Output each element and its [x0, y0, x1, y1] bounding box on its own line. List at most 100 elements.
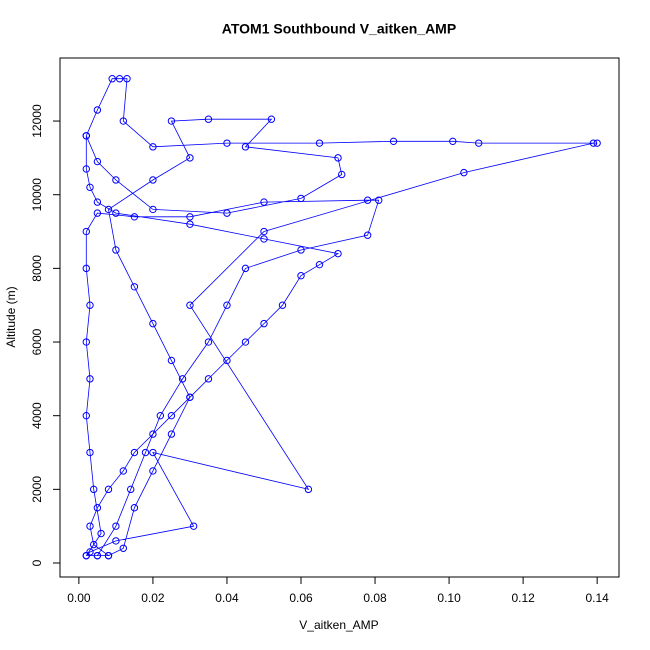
data-point: [260, 235, 268, 243]
data-point: [241, 143, 250, 151]
data-point: [82, 132, 90, 140]
data-point: [334, 249, 342, 258]
data-point: [130, 448, 139, 457]
x-tick-label: 0.10: [437, 591, 461, 605]
data-point: [86, 548, 94, 556]
data-point: [86, 522, 94, 530]
data-point: [89, 540, 98, 549]
data-point: [260, 198, 268, 206]
data-point: [389, 137, 398, 146]
data-point: [278, 301, 287, 309]
data-point: [104, 551, 113, 560]
data-point: [82, 338, 90, 346]
data-point: [167, 411, 176, 420]
x-tick-label: 0.08: [363, 591, 387, 605]
data-point: [130, 504, 139, 512]
data-point: [82, 227, 90, 236]
data-point: [86, 448, 94, 457]
data-point: [363, 196, 372, 204]
data-point: [460, 168, 468, 177]
y-tick-label: 6000: [30, 328, 44, 355]
data-point: [149, 205, 157, 214]
data-point: [123, 74, 131, 83]
data-point: [204, 338, 213, 346]
data-point: [93, 106, 102, 114]
data-point: [186, 301, 194, 309]
data-point: [112, 537, 120, 545]
data-point: [589, 139, 598, 147]
data-point: [89, 485, 98, 494]
data-point: [112, 522, 120, 530]
data-point: [149, 143, 157, 151]
data-point: [86, 301, 94, 309]
data-point: [82, 165, 90, 173]
data-point: [241, 264, 250, 273]
data-point: [297, 194, 305, 203]
data-point: [260, 227, 268, 236]
data-point: [186, 220, 194, 228]
data-point: [223, 139, 231, 147]
data-point: [338, 170, 346, 179]
y-tick-label: 4000: [30, 402, 44, 429]
x-axis-label: V_aitken_AMP: [299, 618, 378, 632]
y-tick-label: 0: [30, 559, 44, 566]
data-point: [241, 338, 250, 346]
data-line: [85, 78, 598, 556]
x-tick-label: 0.00: [67, 591, 91, 605]
data-point: [449, 137, 457, 146]
data-point: [104, 485, 113, 494]
data-point: [315, 139, 324, 147]
data-point: [186, 393, 194, 401]
data-point: [474, 139, 483, 147]
data-point: [112, 246, 120, 254]
data-point: [93, 198, 102, 206]
chart-title: ATOM1 Southbound V_aitken_AMP: [222, 21, 456, 37]
x-tick-label: 0.04: [215, 591, 239, 605]
data-point: [315, 260, 324, 269]
data-point: [375, 196, 383, 204]
data-point: [82, 411, 90, 420]
y-tick-label: 2000: [30, 476, 44, 503]
data-point: [97, 529, 105, 538]
data-point: [86, 375, 94, 383]
data-point: [115, 74, 124, 83]
y-tick-label: 10000: [30, 178, 44, 212]
data-point: [149, 430, 157, 438]
data-point: [167, 356, 176, 365]
y-tick-label: 12000: [30, 104, 44, 138]
data-point: [149, 319, 157, 328]
data-point: [104, 205, 113, 214]
data-point: [223, 301, 231, 309]
data-point: [156, 411, 165, 420]
data-point: [204, 375, 213, 383]
data-point: [93, 209, 102, 217]
data-point: [334, 154, 342, 162]
x-tick-label: 0.14: [585, 591, 609, 605]
data-point: [112, 176, 120, 184]
data-point: [149, 176, 157, 184]
data-point: [167, 117, 176, 125]
data-point: [149, 467, 157, 475]
x-tick-label: 0.02: [141, 591, 165, 605]
data-point: [93, 157, 102, 166]
data-point: [93, 551, 102, 560]
data-point: [82, 551, 90, 560]
data-point: [141, 448, 150, 457]
data-point: [260, 319, 268, 328]
data-point: [204, 115, 213, 123]
data-point: [86, 183, 94, 192]
data-point: [223, 356, 231, 365]
data-point: [108, 74, 116, 83]
x-tick-label: 0.12: [511, 591, 535, 605]
data-point: [119, 544, 128, 552]
data-point: [186, 213, 194, 221]
data-point: [223, 209, 231, 217]
data-point: [130, 213, 139, 221]
data-point: [119, 117, 128, 125]
data-point: [304, 485, 313, 494]
data-point: [297, 272, 305, 280]
data-point: [119, 467, 128, 475]
data-point: [593, 139, 601, 147]
data-point: [189, 522, 198, 530]
